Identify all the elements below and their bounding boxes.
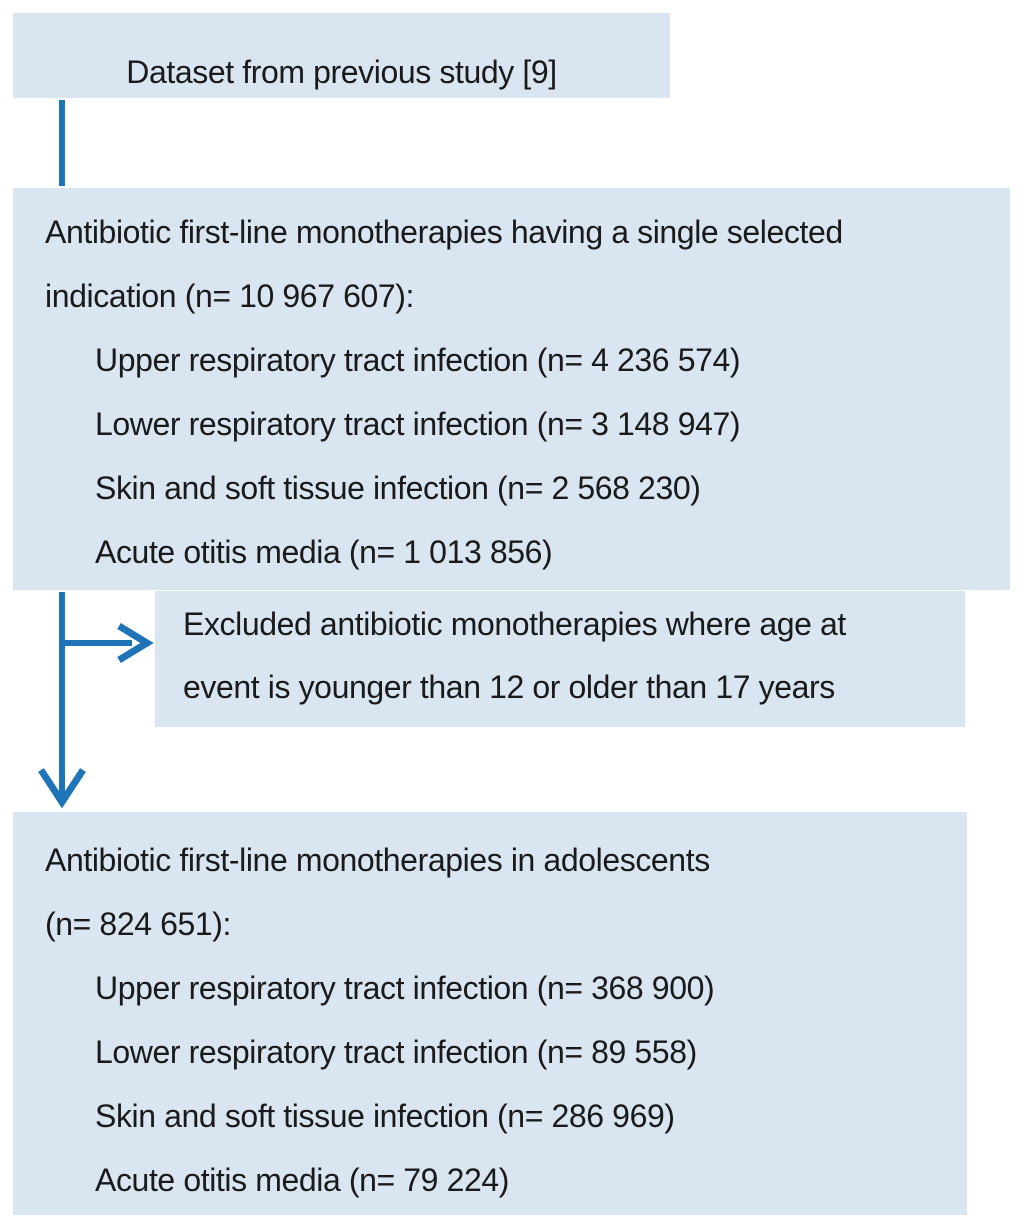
exclusion-box: Excluded antibiotic monotherapies where … bbox=[155, 591, 965, 727]
adolescent-item-lower-respiratory: Lower respiratory tract infection (n= 89… bbox=[95, 1034, 697, 1070]
arrow-down-icon bbox=[38, 768, 86, 809]
adolescent-item-acute-otitis-media: Acute otitis media (n= 79 224) bbox=[95, 1162, 510, 1198]
source-box: Dataset from previous study [9] bbox=[13, 13, 670, 98]
adolescent-box: Antibiotic first-line monotherapies in a… bbox=[13, 812, 967, 1215]
cohort-item-acute-otitis-media: Acute otitis media (n= 1 013 856) bbox=[95, 534, 553, 570]
exclusion-line-2: event is younger than 12 or older than 1… bbox=[183, 669, 835, 705]
exclusion-line-1: Excluded antibiotic monotherapies where … bbox=[183, 606, 846, 642]
source-box-label: Dataset from previous study [9] bbox=[126, 54, 557, 90]
adolescent-item-upper-respiratory: Upper respiratory tract infection (n= 36… bbox=[95, 970, 715, 1006]
cohort-title-line-2: indication (n= 10 967 607): bbox=[45, 278, 415, 314]
cohort-item-upper-respiratory: Upper respiratory tract infection (n= 4 … bbox=[95, 342, 741, 378]
arrow-right-icon bbox=[117, 623, 154, 663]
adolescent-title-line-1: Antibiotic first-line monotherapies in a… bbox=[45, 842, 710, 878]
cohort-item-skin-soft-tissue: Skin and soft tissue infection (n= 2 568… bbox=[95, 470, 701, 506]
cohort-item-lower-respiratory: Lower respiratory tract infection (n= 3 … bbox=[95, 406, 741, 442]
adolescent-item-skin-soft-tissue: Skin and soft tissue infection (n= 286 9… bbox=[95, 1098, 675, 1134]
cohort-box: Antibiotic first-line monotherapies havi… bbox=[13, 188, 1010, 590]
cohort-title-line-1: Antibiotic first-line monotherapies havi… bbox=[45, 214, 843, 250]
adolescent-title-line-2: (n= 824 651): bbox=[45, 906, 232, 942]
